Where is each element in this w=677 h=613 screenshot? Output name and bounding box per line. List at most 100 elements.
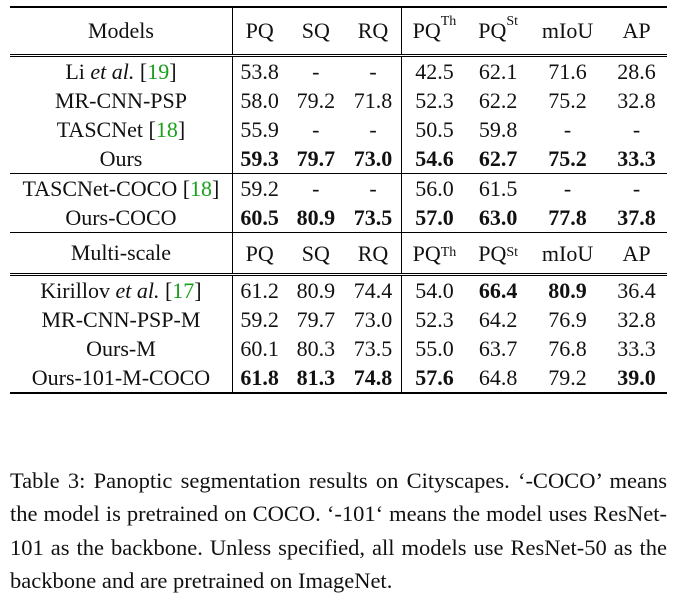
cell-pq-st: 61.5 bbox=[467, 173, 530, 203]
cell-pq-st: 59.8 bbox=[478, 117, 518, 142]
row-model-name: Ours-COCO bbox=[65, 205, 177, 230]
cell-pq-st: 62.2 bbox=[478, 88, 518, 113]
cell-ap: 36.4 bbox=[606, 273, 667, 305]
results-table-figure: Models PQ SQ RQ PQTh PQSt mIoU AP Li et … bbox=[10, 6, 667, 394]
multiscale-header-row: Multi-scale PQ SQ RQ PQTh PQSt mIoU AP bbox=[10, 232, 667, 275]
header-row: Models PQ SQ RQ PQTh PQSt mIoU AP bbox=[10, 6, 667, 56]
table-row: MR-CNN-PSP-M 59.2 79.7 73.0 52.3 64.2 76… bbox=[10, 305, 667, 334]
cell-pq-st: 66.4 bbox=[467, 273, 530, 305]
header-pq: PQ bbox=[231, 6, 287, 56]
cell-rq: - bbox=[345, 54, 402, 86]
cell-pq-st: 63.7 bbox=[478, 336, 518, 361]
row-model-name: Ours bbox=[99, 146, 143, 171]
header-pq: PQ bbox=[231, 232, 287, 275]
cell-pq: 59.2 bbox=[231, 173, 287, 203]
header-models: Models bbox=[10, 6, 233, 56]
cell-pq-st: 62.7 bbox=[478, 146, 518, 171]
cell-pq-th: 57.0 bbox=[400, 203, 468, 233]
row-model-name: MR-CNN-PSP-M bbox=[41, 307, 201, 332]
row-model-name: Kirillov et al. [17] bbox=[10, 273, 233, 305]
cell-ap: - bbox=[632, 117, 641, 142]
cell-rq: - bbox=[369, 117, 377, 142]
cell-ap: - bbox=[606, 173, 667, 203]
cell-miou: 77.8 bbox=[548, 205, 587, 230]
cell-rq: 73.0 bbox=[353, 307, 393, 332]
cell-miou: 76.9 bbox=[548, 307, 587, 332]
header-pq-st: PQSt bbox=[467, 232, 530, 275]
cell-sq: 80.3 bbox=[296, 336, 336, 361]
header-miou: mIoU bbox=[529, 6, 607, 56]
cell-pq-th: 54.0 bbox=[400, 273, 468, 305]
cell-miou: 80.9 bbox=[529, 273, 607, 305]
cell-ap: 37.8 bbox=[617, 205, 656, 230]
header-multiscale: Multi-scale bbox=[10, 232, 233, 275]
cell-ap: 33.3 bbox=[617, 336, 656, 361]
row-model-name: Ours-M bbox=[86, 336, 156, 361]
cell-miou: 76.8 bbox=[548, 336, 587, 361]
cell-pq-th: 42.5 bbox=[400, 54, 468, 86]
table-row: Ours 59.3 79.7 73.0 54.6 62.7 75.2 33.3 bbox=[10, 144, 667, 174]
header-sq: SQ bbox=[286, 232, 346, 275]
cell-pq-th: 57.6 bbox=[400, 363, 468, 394]
cell-rq: 73.0 bbox=[353, 146, 393, 171]
cell-ap: 32.8 bbox=[617, 307, 656, 332]
table-row: Li et al. [19] 53.8 - - 42.5 62.1 71.6 2… bbox=[10, 54, 667, 86]
cell-rq: 74.8 bbox=[345, 363, 402, 394]
header-pq-th: PQTh bbox=[400, 6, 468, 56]
cell-pq: 60.5 bbox=[231, 203, 287, 233]
header-pq-th: PQTh bbox=[400, 232, 468, 275]
table-row: Ours-M 60.1 80.3 73.5 55.0 63.7 76.8 33.… bbox=[10, 334, 667, 363]
cell-ap: 32.8 bbox=[617, 88, 656, 113]
cell-pq: 59.2 bbox=[231, 305, 287, 334]
table-row: TASCNet [18] 55.9 - - 50.5 59.8 - - bbox=[10, 115, 667, 144]
table-row: TASCNet-COCO [18] 59.2 - - 56.0 61.5 - - bbox=[10, 173, 667, 203]
header-ap: AP bbox=[606, 232, 667, 275]
cell-ap: 33.3 bbox=[617, 146, 656, 171]
cell-miou: 75.2 bbox=[548, 88, 587, 113]
cell-pq: 58.0 bbox=[231, 86, 287, 115]
table-row: Ours-101-M-COCO 61.8 81.3 74.8 57.6 64.8… bbox=[10, 363, 667, 394]
cell-rq: 74.4 bbox=[345, 273, 402, 305]
table-caption: Table 3: Panoptic segmentation results o… bbox=[10, 467, 667, 594]
cell-sq: 80.9 bbox=[296, 205, 336, 230]
cell-pq: 59.3 bbox=[231, 144, 287, 174]
cell-miou: 71.6 bbox=[529, 54, 607, 86]
cell-pq: 61.8 bbox=[231, 363, 287, 394]
cell-ap: 39.0 bbox=[606, 363, 667, 394]
cell-sq: - bbox=[312, 117, 320, 142]
header-rq: RQ bbox=[345, 232, 402, 275]
row-model-name: Ours-101-M-COCO bbox=[10, 363, 233, 394]
header-miou: mIoU bbox=[529, 232, 607, 275]
header-rq: RQ bbox=[345, 6, 402, 56]
cell-pq: 55.9 bbox=[231, 115, 287, 144]
cell-miou: - bbox=[563, 117, 572, 142]
cell-sq: 79.7 bbox=[296, 307, 336, 332]
cell-sq: 79.7 bbox=[296, 146, 336, 171]
row-model-name: TASCNet-COCO [18] bbox=[10, 173, 233, 203]
cell-pq-st: 64.8 bbox=[467, 363, 530, 394]
cell-pq-th: 54.6 bbox=[400, 144, 468, 174]
cell-pq-th: 52.3 bbox=[400, 86, 468, 115]
cell-rq: 73.5 bbox=[353, 205, 393, 230]
cell-pq-st: 64.2 bbox=[478, 307, 518, 332]
cell-pq-st: 63.0 bbox=[478, 205, 518, 230]
cell-pq-th: 52.3 bbox=[400, 305, 468, 334]
table-row: Kirillov et al. [17] 61.2 80.9 74.4 54.0… bbox=[10, 273, 667, 305]
cell-pq-th: 50.5 bbox=[400, 115, 468, 144]
cell-rq: - bbox=[345, 173, 402, 203]
header-pq-st: PQSt bbox=[467, 6, 530, 56]
cell-pq: 53.8 bbox=[231, 54, 287, 86]
header-ap: AP bbox=[606, 6, 667, 56]
table-row: MR-CNN-PSP 58.0 79.2 71.8 52.3 62.2 75.2… bbox=[10, 86, 667, 115]
cell-pq: 61.2 bbox=[231, 273, 287, 305]
header-sq: SQ bbox=[286, 6, 346, 56]
cell-miou: 79.2 bbox=[529, 363, 607, 394]
table-row: Ours-COCO 60.5 80.9 73.5 57.0 63.0 77.8 … bbox=[10, 203, 667, 233]
row-model-name: MR-CNN-PSP bbox=[54, 88, 187, 113]
cell-sq: 81.3 bbox=[286, 363, 346, 394]
cell-pq: 60.1 bbox=[231, 334, 287, 363]
cell-rq: 73.5 bbox=[353, 336, 393, 361]
cell-ap: 28.6 bbox=[606, 54, 667, 86]
cell-sq: 80.9 bbox=[286, 273, 346, 305]
cell-miou: 75.2 bbox=[548, 146, 587, 171]
